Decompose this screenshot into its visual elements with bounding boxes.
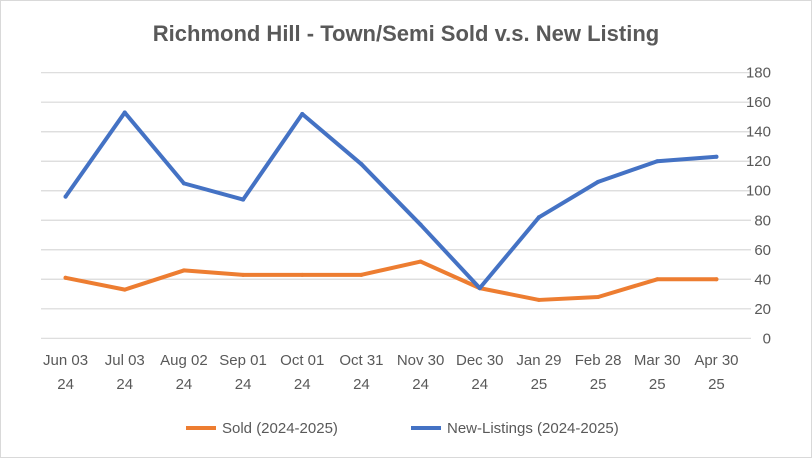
x-tick-label-year: 24 bbox=[353, 376, 370, 393]
x-tick-label: Oct 01 bbox=[280, 352, 324, 369]
data-point bbox=[359, 272, 364, 277]
y-tick-label: 100 bbox=[746, 183, 771, 200]
x-tick-label: Aug 02 bbox=[160, 352, 208, 369]
data-point bbox=[122, 287, 127, 292]
y-tick-label: 120 bbox=[746, 153, 771, 170]
data-point bbox=[181, 268, 186, 273]
x-tick-label: Sep 01 bbox=[219, 352, 267, 369]
chart-title: Richmond Hill - Town/Semi Sold v.s. New … bbox=[153, 21, 659, 46]
x-tick-label-year: 25 bbox=[531, 376, 548, 393]
x-tick-label-year: 25 bbox=[590, 376, 607, 393]
data-point bbox=[300, 112, 305, 117]
x-tick-label-year: 25 bbox=[649, 376, 666, 393]
x-tick-label-year: 24 bbox=[412, 376, 429, 393]
data-point bbox=[63, 194, 68, 199]
y-tick-label: 60 bbox=[754, 242, 771, 259]
x-tick-label-year: 25 bbox=[708, 376, 725, 393]
legend-label: New-Listings (2024-2025) bbox=[447, 420, 619, 437]
y-tick-label: 80 bbox=[754, 212, 771, 229]
x-tick-label: Feb 28 bbox=[575, 352, 622, 369]
x-tick-label: Jan 29 bbox=[516, 352, 561, 369]
x-tick-label: Nov 30 bbox=[397, 352, 445, 369]
x-tick-label: Jul 03 bbox=[105, 352, 145, 369]
data-point bbox=[596, 179, 601, 184]
y-tick-label: 180 bbox=[746, 65, 771, 82]
data-point bbox=[122, 110, 127, 115]
legend-label: Sold (2024-2025) bbox=[222, 420, 338, 437]
x-tick-label: Jun 03 bbox=[43, 352, 88, 369]
x-tick-label: Apr 30 bbox=[694, 352, 738, 369]
data-point bbox=[418, 222, 423, 227]
data-point bbox=[536, 215, 541, 220]
data-point bbox=[655, 159, 660, 164]
x-tick-label-year: 24 bbox=[176, 376, 193, 393]
y-tick-label: 140 bbox=[746, 124, 771, 141]
data-point bbox=[536, 297, 541, 302]
series-line-new-listings bbox=[63, 110, 719, 291]
x-tick-label-year: 24 bbox=[235, 376, 252, 393]
data-point bbox=[418, 259, 423, 264]
data-point bbox=[241, 272, 246, 277]
x-tick-label-year: 24 bbox=[471, 376, 488, 393]
x-tick-label-year: 24 bbox=[57, 376, 74, 393]
data-point bbox=[63, 275, 68, 280]
x-tick-label-year: 24 bbox=[294, 376, 311, 393]
series-line-sold bbox=[63, 259, 719, 302]
y-tick-label: 160 bbox=[746, 94, 771, 111]
data-point bbox=[655, 277, 660, 282]
data-point bbox=[477, 286, 482, 291]
data-point bbox=[181, 181, 186, 186]
data-point bbox=[359, 162, 364, 167]
y-tick-label: 20 bbox=[754, 301, 771, 318]
y-tick-label: 40 bbox=[754, 271, 771, 288]
x-tick-label: Oct 31 bbox=[339, 352, 383, 369]
data-point bbox=[714, 277, 719, 282]
x-tick-label: Mar 30 bbox=[634, 352, 681, 369]
data-point bbox=[241, 197, 246, 202]
data-point bbox=[714, 154, 719, 159]
x-tick-label-year: 24 bbox=[116, 376, 133, 393]
y-tick-label: 0 bbox=[763, 330, 771, 347]
data-point bbox=[300, 272, 305, 277]
x-tick-label: Dec 30 bbox=[456, 352, 504, 369]
data-point bbox=[596, 294, 601, 299]
